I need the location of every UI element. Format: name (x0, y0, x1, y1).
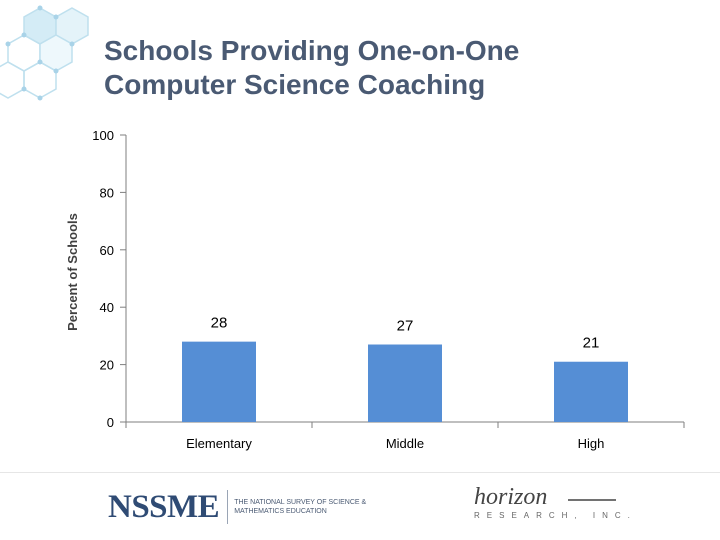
svg-text:horizon: horizon (474, 484, 547, 510)
bar-elementary (182, 341, 256, 422)
bars (182, 341, 628, 422)
nssme-logo: NSSME THE NATIONAL SURVEY OF SCIENCE & M… (108, 487, 374, 527)
y-tick-label: 0 (107, 415, 114, 430)
data-label-high: 21 (583, 335, 600, 352)
data-label-middle: 27 (397, 318, 414, 335)
data-labels: 28 27 21 (211, 315, 600, 352)
hexagon-pattern-decoration (0, 5, 89, 101)
horizon-logo-subtitle: RESEARCH, INC. (474, 511, 637, 520)
y-tick-label: 20 (100, 358, 114, 373)
y-tick-label: 80 (100, 185, 114, 200)
nssme-logo-fullname: THE NATIONAL SURVEY OF SCIENCE & MATHEMA… (234, 499, 367, 515)
x-tick-label: Elementary (186, 436, 252, 451)
x-tick-label: Middle (386, 436, 424, 451)
bar-high (554, 361, 628, 422)
y-tick-label: 40 (100, 300, 114, 315)
y-axis: 0 20 40 60 80 100 (92, 128, 127, 430)
bar-chart: 0 20 40 60 80 100 Elementary Middle High 28 27 21… (65, 128, 685, 451)
bar-middle (368, 344, 442, 422)
y-axis-label: Percent of Schools (65, 213, 80, 331)
y-tick-label: 60 (100, 243, 114, 258)
horizon-logo-wordmark: horizon (474, 484, 616, 510)
chart-title: Schools Providing One-on-One Computer Sc… (104, 34, 624, 102)
nssme-logo-divider (227, 490, 229, 524)
data-label-elementary: 28 (211, 315, 228, 332)
x-axis: Elementary Middle High (125, 421, 685, 451)
chart-title-line-2: Computer Science Coaching (104, 69, 486, 100)
nssme-logo-abbr: NSSME (108, 488, 220, 525)
horizon-research-logo: horizon RESEARCH, INC. (470, 484, 630, 524)
y-tick-label: 100 (92, 128, 114, 143)
footer-divider (0, 472, 720, 473)
x-tick-label: High (578, 436, 605, 451)
chart-title-line-1: Schools Providing One-on-One (104, 35, 520, 66)
